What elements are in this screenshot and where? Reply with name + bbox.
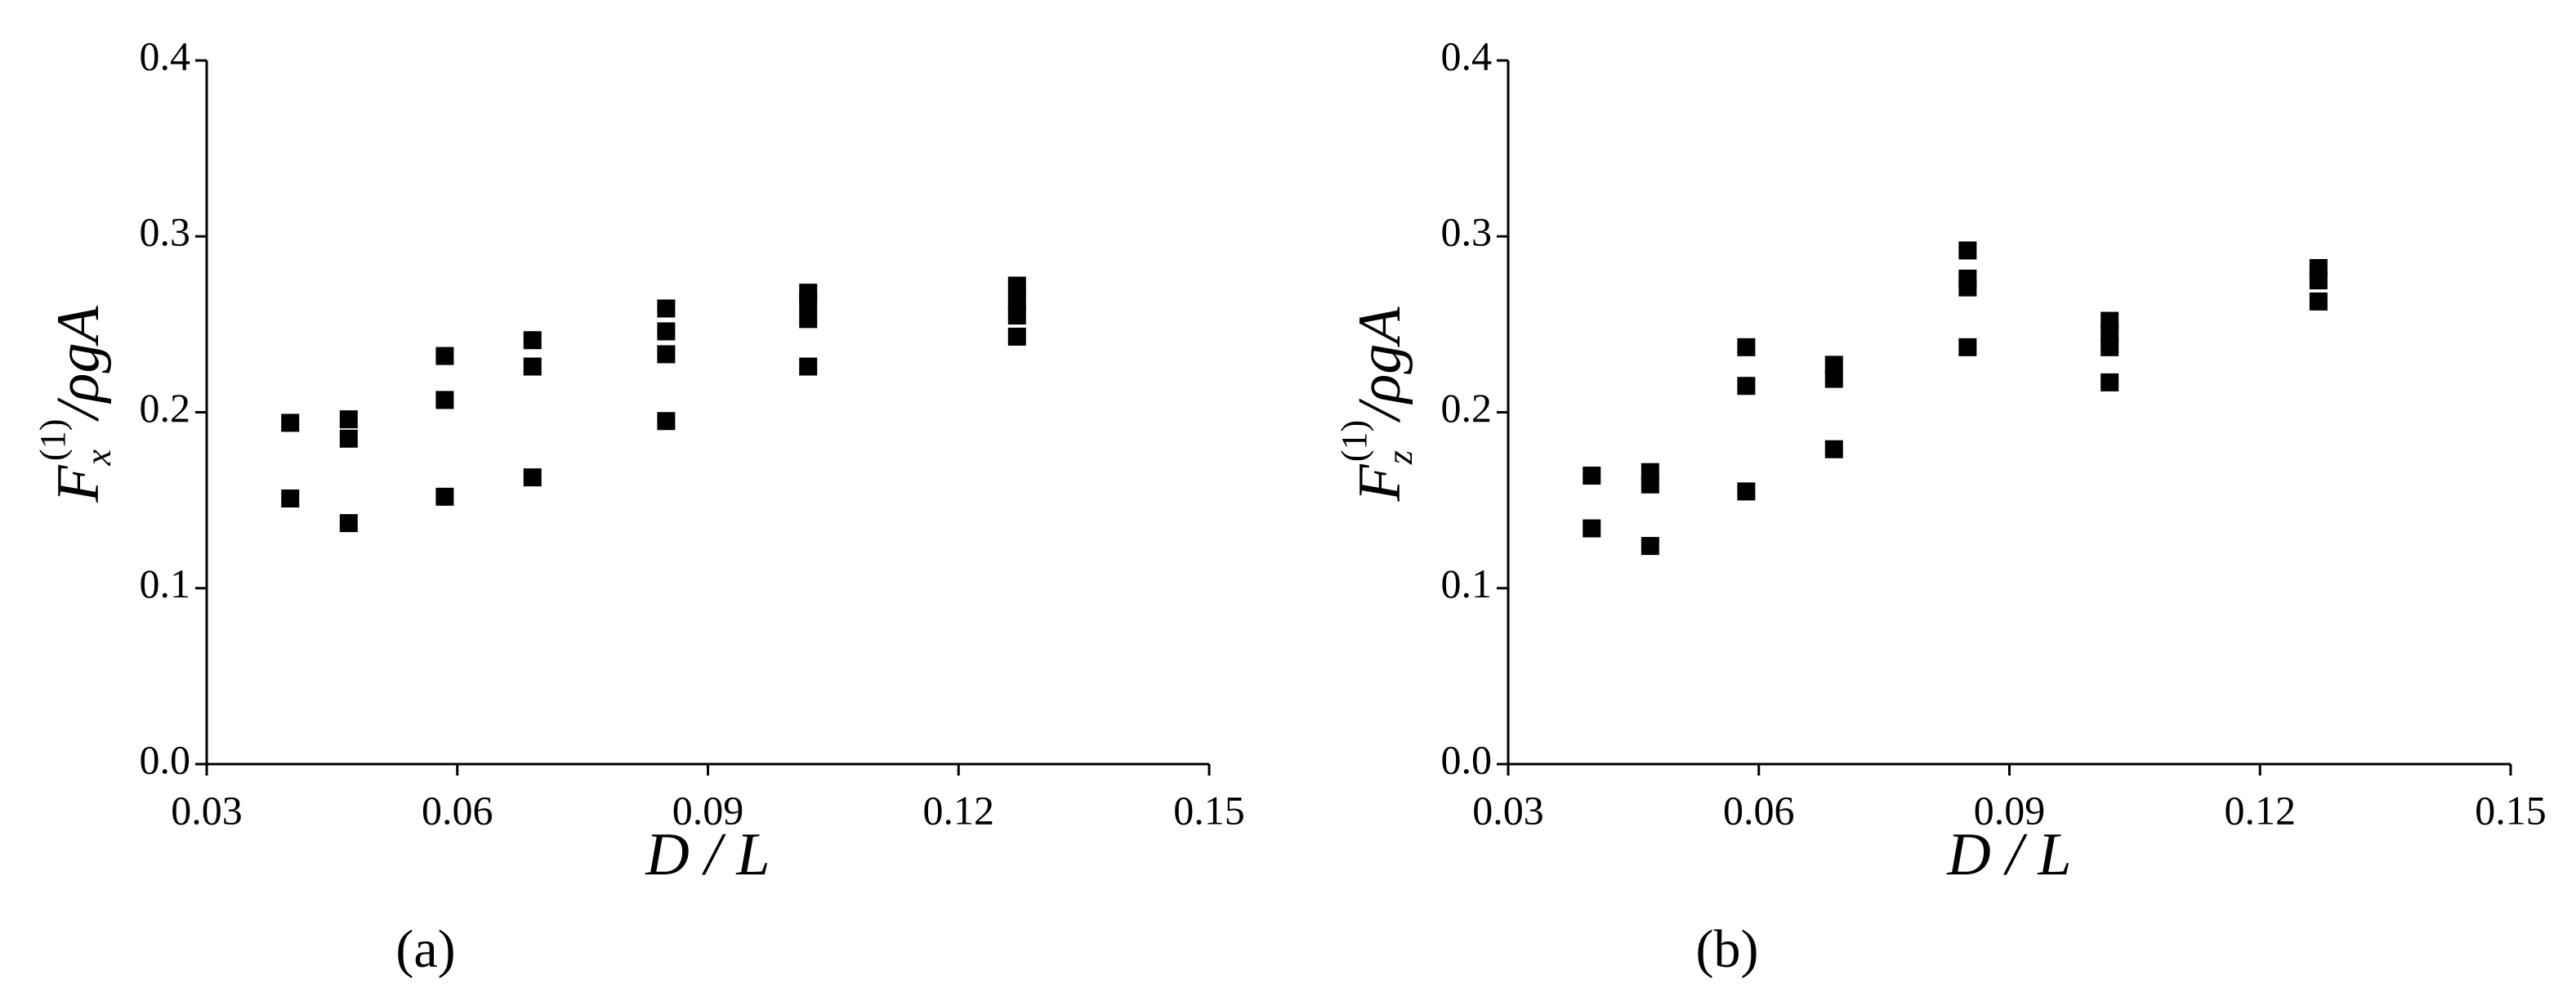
y-tick-label: 0.0 bbox=[1441, 736, 1493, 782]
data-point bbox=[1958, 241, 1977, 260]
x-tick-label: 0.09 bbox=[672, 787, 744, 833]
data-point bbox=[799, 357, 818, 376]
y-tick-label: 0.4 bbox=[1441, 33, 1493, 78]
data-point bbox=[523, 468, 542, 487]
x-tick-label: 0.03 bbox=[1472, 787, 1544, 833]
data-point bbox=[1007, 276, 1026, 295]
data-point bbox=[1007, 327, 1026, 346]
data-point bbox=[339, 410, 358, 429]
data-point bbox=[2309, 271, 2328, 290]
y-axis-label: Fz (1)/ρgA bbox=[1334, 306, 1420, 503]
y-tick-label: 0.1 bbox=[140, 561, 191, 606]
data-point bbox=[1641, 537, 1659, 556]
y-label-sup: (1) bbox=[1334, 420, 1374, 462]
y-tick-label: 0.2 bbox=[140, 385, 191, 431]
data-point bbox=[435, 487, 454, 506]
data-point bbox=[339, 429, 358, 448]
panel-label: (a) bbox=[395, 919, 455, 979]
y-tick-label: 0.4 bbox=[140, 33, 191, 78]
x-tick-label: 0.15 bbox=[2475, 787, 2547, 833]
data-point bbox=[2101, 324, 2119, 342]
data-point bbox=[339, 514, 358, 533]
x-tick-label: 0.12 bbox=[923, 787, 995, 833]
data-point bbox=[281, 489, 300, 507]
data-point bbox=[435, 391, 454, 409]
data-point bbox=[1737, 377, 1756, 396]
y-tick-label: 0.3 bbox=[140, 209, 191, 255]
data-point bbox=[1824, 355, 1843, 374]
data-point bbox=[1958, 338, 1977, 356]
y-label-rest: /ρgA bbox=[45, 306, 112, 423]
data-point bbox=[799, 292, 818, 311]
y-label-sup: (1) bbox=[33, 419, 73, 461]
data-point bbox=[1007, 306, 1026, 325]
y-tick-label: 0.2 bbox=[1441, 385, 1493, 431]
x-tick-label: 0.09 bbox=[1974, 787, 2046, 833]
y-label-sub: x bbox=[78, 449, 118, 466]
y-label-sub: z bbox=[1380, 450, 1420, 465]
x-tick-label: 0.06 bbox=[422, 787, 493, 833]
x-tick-label: 0.06 bbox=[1723, 787, 1795, 833]
data-point bbox=[1958, 278, 1977, 297]
x-tick-label: 0.12 bbox=[2225, 787, 2297, 833]
data-point bbox=[523, 357, 542, 376]
data-point bbox=[1583, 466, 1601, 485]
data-point bbox=[657, 345, 676, 364]
y-axis-label: Fx (1)/ρgA bbox=[33, 306, 118, 503]
panel-label: (b) bbox=[1696, 919, 1759, 979]
y-tick-label: 0.1 bbox=[1441, 561, 1493, 606]
data-point bbox=[657, 299, 676, 318]
data-point bbox=[657, 322, 676, 341]
data-point bbox=[1007, 292, 1026, 311]
x-tick-label: 0.03 bbox=[171, 787, 243, 833]
y-label-base: F bbox=[1346, 463, 1413, 502]
data-point bbox=[1737, 338, 1756, 356]
data-point bbox=[523, 331, 542, 350]
data-point bbox=[1824, 369, 1843, 388]
data-point bbox=[799, 310, 818, 329]
data-point bbox=[281, 414, 300, 432]
x-axis-label: D / L bbox=[645, 821, 770, 888]
data-point bbox=[1737, 482, 1756, 501]
data-point bbox=[1824, 440, 1843, 458]
y-tick-label: 0.3 bbox=[1441, 209, 1493, 255]
data-point bbox=[1641, 475, 1659, 494]
data-point bbox=[2101, 338, 2119, 356]
data-point bbox=[657, 412, 676, 431]
data-point bbox=[2309, 292, 2328, 311]
x-tick-label: 0.15 bbox=[1173, 787, 1245, 833]
data-point bbox=[435, 347, 454, 365]
x-axis-label: D / L bbox=[1946, 821, 2071, 888]
data-point bbox=[1583, 519, 1601, 538]
y-tick-label: 0.0 bbox=[140, 736, 191, 782]
y-label-rest: /ρgA bbox=[1346, 306, 1413, 423]
y-label-base: F bbox=[45, 465, 112, 503]
data-point bbox=[2101, 373, 2119, 391]
